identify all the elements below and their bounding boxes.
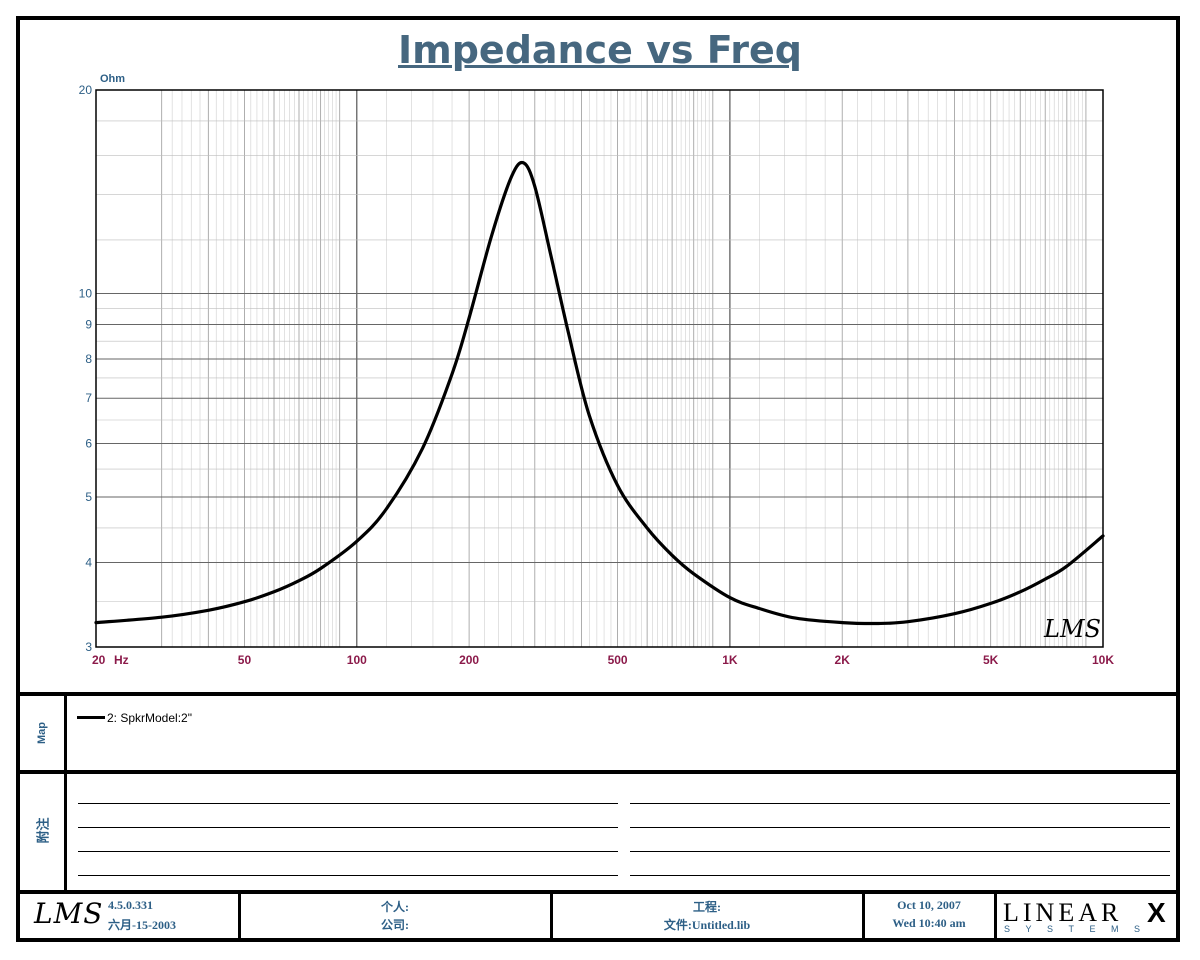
note-line — [78, 803, 618, 804]
notes-section-label: 附注 — [35, 817, 51, 844]
brand-x-icon: X — [1147, 897, 1166, 928]
file-label: 文件:Untitled.lib — [663, 918, 751, 932]
note-line — [630, 827, 1170, 828]
footer-divider — [238, 894, 241, 940]
x-tick-label: 2K — [835, 653, 851, 667]
y-tick-label: 5 — [85, 490, 92, 504]
brand-logo: LINEAR X SYSTEMS — [1003, 897, 1173, 938]
footer-divider — [550, 894, 553, 940]
legend-entry: 2: SpkrModel:2" — [107, 711, 192, 725]
x-tick-label: 20 — [92, 653, 106, 667]
footer-person-cell: 个人: 公司: — [240, 898, 550, 936]
x-tick-label: 1K — [722, 653, 738, 667]
version-text: 4.5.0.331 — [108, 898, 153, 912]
y-tick-label: 20 — [79, 83, 93, 97]
page-frame — [16, 16, 1180, 942]
x-tick-label: 50 — [238, 653, 252, 667]
footer-project-cell: 工程: 文件:Untitled.lib — [552, 898, 862, 936]
x-tick-label: 100 — [347, 653, 367, 667]
time-text: Wed 10:40 am — [892, 916, 966, 930]
impedance-chart: 3 4 5 6 7 8 9 10 20 Ohm 20 50 100 200 500 1K 2K 5K 10K Hz LM… — [79, 73, 1115, 667]
person-label: 个人: — [381, 900, 409, 914]
y-tick-label: 3 — [85, 640, 92, 654]
footer-divider — [994, 894, 997, 940]
x-tick-label: 10K — [1092, 653, 1114, 667]
legend-section-label: Map — [36, 722, 48, 744]
company-label: 公司: — [381, 918, 409, 932]
footer-logo: LMS — [34, 897, 104, 930]
note-line — [78, 827, 618, 828]
notes-divider — [16, 890, 1180, 894]
y-tick-label: 10 — [79, 287, 93, 301]
y-tick-label: 7 — [85, 391, 92, 405]
legend-divider — [16, 770, 1180, 774]
impedance-curve — [94, 160, 1105, 626]
footer-version-cell: 4.5.0.331 六月-15-2003 — [108, 898, 176, 936]
x-tick-label: 500 — [608, 653, 628, 667]
note-line — [78, 875, 618, 876]
build-date-text: 六月-15-2003 — [108, 918, 176, 932]
y-tick-label: 6 — [85, 436, 92, 450]
note-line — [630, 875, 1170, 876]
footer-date-cell: Oct 10, 2007 Wed 10:40 am — [864, 898, 994, 936]
y-tick-label: 9 — [85, 317, 92, 331]
note-line — [78, 851, 618, 852]
y-axis-label: Ohm — [100, 73, 125, 85]
chart-title: Impedance vs Freq — [398, 28, 802, 72]
legend-swatch — [77, 716, 105, 719]
note-line — [630, 851, 1170, 852]
brand-subtext: SYSTEMS — [1004, 924, 1156, 934]
note-line — [630, 803, 1170, 804]
x-axis-label: Hz — [114, 653, 129, 667]
date-text: Oct 10, 2007 — [897, 898, 961, 912]
side-label-divider — [64, 694, 67, 892]
y-tick-label: 8 — [85, 352, 92, 366]
brand-text: LINEAR — [1003, 898, 1123, 927]
chart-divider — [16, 692, 1180, 696]
lms-watermark: LMS — [1043, 615, 1101, 643]
plot-border — [95, 89, 1104, 648]
x-tick-label: 5K — [983, 653, 999, 667]
y-tick-label: 4 — [85, 556, 92, 570]
footer-divider — [862, 894, 865, 940]
x-tick-label: 200 — [459, 653, 479, 667]
project-label: 工程: — [693, 900, 721, 914]
